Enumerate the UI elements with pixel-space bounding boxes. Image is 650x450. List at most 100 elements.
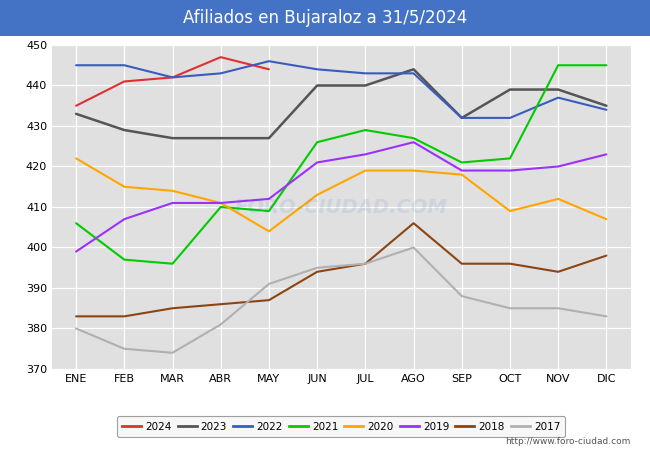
2018	[458, 261, 465, 266]
2022	[72, 63, 80, 68]
2022	[603, 107, 610, 112]
2019	[265, 196, 273, 202]
2021	[603, 63, 610, 68]
2024	[120, 79, 128, 84]
2019	[410, 140, 417, 145]
2021	[265, 208, 273, 214]
Line: 2019: 2019	[76, 142, 606, 252]
2018	[410, 220, 417, 226]
2023	[506, 87, 514, 92]
2023	[217, 135, 225, 141]
Line: 2018: 2018	[76, 223, 606, 316]
2019	[72, 249, 80, 254]
2019	[168, 200, 176, 206]
2021	[458, 160, 465, 165]
Line: 2017: 2017	[76, 248, 606, 353]
2023	[120, 127, 128, 133]
Line: 2022: 2022	[76, 61, 606, 118]
2023	[313, 83, 321, 88]
2019	[361, 152, 369, 157]
Line: 2021: 2021	[76, 65, 606, 264]
2021	[168, 261, 176, 266]
2018	[603, 253, 610, 258]
2019	[603, 152, 610, 157]
2017	[410, 245, 417, 250]
2024	[265, 67, 273, 72]
2023	[72, 111, 80, 117]
2019	[458, 168, 465, 173]
2017	[265, 281, 273, 287]
2021	[72, 220, 80, 226]
2017	[506, 306, 514, 311]
2021	[410, 135, 417, 141]
Line: 2023: 2023	[76, 69, 606, 138]
2020	[313, 192, 321, 198]
2020	[506, 208, 514, 214]
2020	[120, 184, 128, 189]
2023	[361, 83, 369, 88]
2022	[554, 95, 562, 100]
2019	[506, 168, 514, 173]
2020	[168, 188, 176, 194]
Line: 2024: 2024	[76, 57, 269, 106]
2017	[313, 265, 321, 270]
2018	[554, 269, 562, 274]
2023	[458, 115, 465, 121]
2019	[120, 216, 128, 222]
2023	[603, 103, 610, 108]
2017	[168, 350, 176, 356]
2022	[361, 71, 369, 76]
2021	[313, 140, 321, 145]
Text: http://www.foro-ciudad.com: http://www.foro-ciudad.com	[505, 436, 630, 446]
2022	[120, 63, 128, 68]
2020	[603, 216, 610, 222]
2018	[168, 306, 176, 311]
2023	[168, 135, 176, 141]
2022	[458, 115, 465, 121]
2020	[361, 168, 369, 173]
2023	[265, 135, 273, 141]
2017	[458, 293, 465, 299]
Text: FORO-CIUDAD.COM: FORO-CIUDAD.COM	[235, 198, 448, 216]
2017	[603, 314, 610, 319]
Legend: 2024, 2023, 2022, 2021, 2020, 2019, 2018, 2017: 2024, 2023, 2022, 2021, 2020, 2019, 2018…	[117, 416, 566, 437]
2021	[217, 204, 225, 210]
2023	[410, 67, 417, 72]
2021	[361, 127, 369, 133]
2019	[217, 200, 225, 206]
2024	[217, 54, 225, 60]
2018	[120, 314, 128, 319]
2022	[217, 71, 225, 76]
2017	[554, 306, 562, 311]
2017	[217, 322, 225, 327]
2021	[120, 257, 128, 262]
2020	[265, 229, 273, 234]
2022	[265, 58, 273, 64]
2023	[554, 87, 562, 92]
2018	[265, 297, 273, 303]
2021	[554, 63, 562, 68]
Line: 2020: 2020	[76, 158, 606, 231]
Text: Afiliados en Bujaraloz a 31/5/2024: Afiliados en Bujaraloz a 31/5/2024	[183, 9, 467, 27]
2017	[72, 326, 80, 331]
2018	[361, 261, 369, 266]
2020	[217, 200, 225, 206]
2022	[506, 115, 514, 121]
2018	[313, 269, 321, 274]
2018	[217, 302, 225, 307]
2021	[506, 156, 514, 161]
2024	[72, 103, 80, 108]
2018	[72, 314, 80, 319]
2024	[168, 75, 176, 80]
2020	[554, 196, 562, 202]
2020	[72, 156, 80, 161]
2022	[168, 75, 176, 80]
2017	[120, 346, 128, 351]
2020	[458, 172, 465, 177]
2018	[506, 261, 514, 266]
2020	[410, 168, 417, 173]
2019	[554, 164, 562, 169]
2022	[410, 71, 417, 76]
2017	[361, 261, 369, 266]
2019	[313, 160, 321, 165]
